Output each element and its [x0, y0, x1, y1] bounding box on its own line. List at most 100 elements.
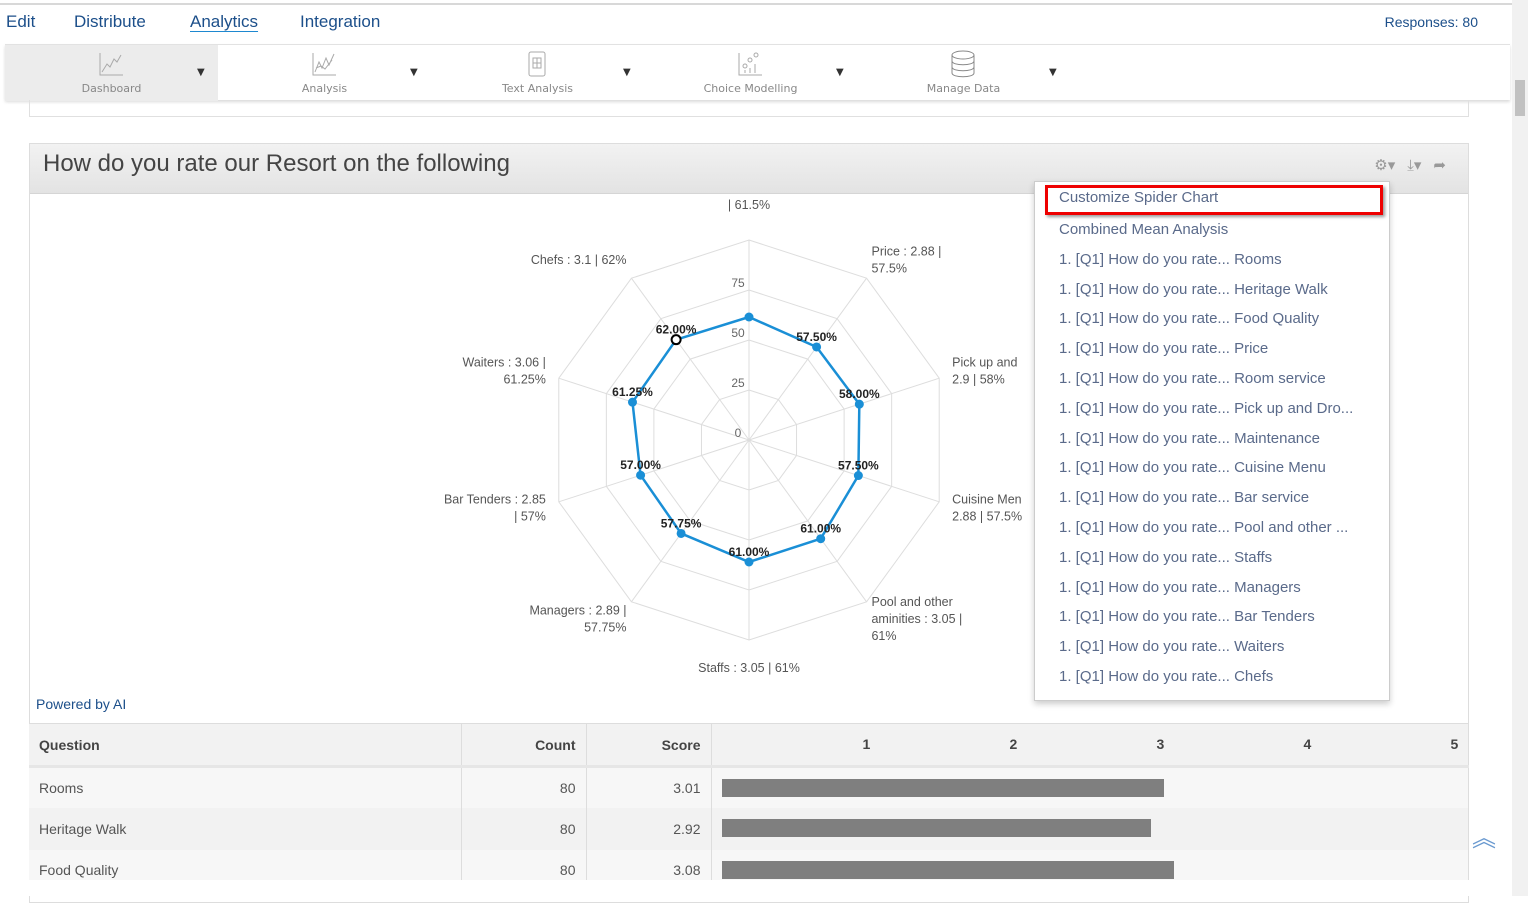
menu-item[interactable]: 1. [Q1] How do you rate... Waiters	[1059, 638, 1285, 656]
scale-tick: 2	[1009, 736, 1018, 752]
menu-item[interactable]: Combined Mean Analysis	[1059, 221, 1229, 238]
axis-label: 57.5%	[871, 261, 906, 275]
data-point	[670, 334, 682, 346]
axis-label: Pick up and	[952, 355, 1017, 369]
table-row: Heritage Walk 80 2.92	[29, 808, 1469, 850]
toolbar-label: Dashboard	[81, 82, 142, 95]
scroll-to-top-icon[interactable]: ︽	[1472, 824, 1496, 852]
data-label: 57.75%	[661, 516, 702, 530]
data-label: 57.50%	[796, 330, 837, 344]
chevron-down-icon[interactable]: ▼	[1049, 67, 1057, 78]
table-row: Food Quality 80 3.08	[29, 849, 1469, 891]
score-bar	[721, 819, 1151, 837]
viewport-edge	[0, 880, 1512, 896]
score-bar	[721, 779, 1164, 797]
menu-item[interactable]: 1. [Q1] How do you rate... Pool and othe…	[1059, 518, 1349, 536]
responses-count: Responses: 80	[1384, 14, 1478, 30]
row-bar-cell	[711, 808, 1469, 850]
share-icon[interactable]: ➦	[1433, 156, 1446, 174]
grid-spoke	[558, 439, 750, 503]
axis-label: Cuisine Men	[952, 493, 1022, 507]
data-label: 62.00%	[656, 323, 697, 337]
main-nav: Edit Distribute Analytics Integration Re…	[0, 8, 1512, 38]
scatter-chart-icon	[738, 52, 762, 76]
data-label: 61.00%	[729, 545, 770, 559]
chevron-down-icon[interactable]: ▼	[623, 67, 631, 78]
row-count: 80	[461, 766, 587, 808]
data-point	[816, 534, 826, 544]
data-label: 57.50%	[838, 459, 879, 473]
toolbar-label: Text Analysis	[501, 82, 574, 95]
nav-distribute[interactable]: Distribute	[74, 12, 146, 31]
axis-label: 61%	[871, 629, 896, 643]
chevron-down-icon[interactable]: ▼	[197, 67, 205, 78]
menu-item[interactable]: 1. [Q1] How do you rate... Managers	[1059, 578, 1301, 596]
menu-item[interactable]: 1. [Q1] How do you rate... Room service	[1059, 369, 1326, 387]
line-chart-icon	[99, 53, 123, 76]
col-question[interactable]: Question	[29, 723, 462, 768]
toolbar-label: Analysis	[301, 82, 348, 95]
data-point	[812, 342, 822, 352]
scale-tick: 5	[1450, 736, 1459, 752]
data-label: 57.00%	[620, 458, 661, 472]
menu-item[interactable]: 1. [Q1] How do you rate... Heritage Walk	[1059, 280, 1328, 298]
col-count[interactable]: Count	[461, 723, 587, 768]
menu-item[interactable]: 1. [Q1] How do you rate... Food Quality	[1059, 310, 1320, 328]
nav-analytics[interactable]: Analytics	[190, 12, 259, 31]
toolbar-analysis[interactable]: Analysis ▼	[218, 45, 431, 101]
nav-integration[interactable]: Integration	[300, 12, 381, 31]
panel-title: How do you rate our Resort on the follow…	[43, 150, 510, 177]
toolbar-dashboard[interactable]: Dashboard ▼	[5, 45, 218, 101]
table-row: Rooms 80 3.01	[29, 766, 1469, 808]
nav-edit[interactable]: Edit	[6, 12, 36, 31]
chevron-down-icon[interactable]: ▼	[836, 67, 844, 78]
grid-spoke	[631, 277, 750, 441]
grid-spoke	[748, 377, 940, 441]
download-icon[interactable]: ⤓▾	[1407, 156, 1422, 174]
axis-label: Pool and other	[871, 595, 952, 609]
row-count: 80	[461, 808, 587, 850]
radial-tick-label: 0	[735, 426, 742, 440]
menu-item[interactable]: 1. [Q1] How do you rate... Cuisine Menu	[1059, 459, 1326, 477]
axis-label: Chefs : 3.1 | 62%	[531, 253, 627, 267]
menu-item[interactable]: 1. [Q1] How do you rate... Bar service	[1059, 489, 1310, 507]
axis-label: Managers : 2.89 |	[529, 604, 626, 618]
document-icon	[528, 51, 546, 77]
toolbar-manage-data[interactable]: Manage Data ▼	[857, 45, 1070, 101]
radial-tick-label: 75	[731, 276, 745, 290]
menu-item[interactable]: Customize Spider Chart	[1045, 185, 1383, 215]
axis-label: Price : 2.88 |	[871, 244, 941, 258]
gear-icon[interactable]: ⚙▾	[1374, 156, 1396, 174]
toolbar-text-analysis[interactable]: Text Analysis ▼	[431, 45, 644, 101]
row-question: Heritage Walk	[29, 808, 462, 850]
chart-options-menu: Customize Spider Chart Combined Mean Anal…	[1034, 181, 1390, 701]
row-score: 2.92	[586, 808, 712, 850]
row-question: Rooms	[29, 766, 462, 808]
menu-item[interactable]: 1. [Q1] How do you rate... Rooms	[1059, 250, 1282, 268]
data-point	[627, 397, 637, 407]
menu-item[interactable]: 1. [Q1] How do you rate... Maintenance	[1059, 429, 1320, 447]
row-bar-cell	[711, 766, 1469, 808]
axis-label: Bar Tenders : 2.85	[444, 493, 546, 507]
col-scale: 1 2 3 4 5	[711, 723, 1469, 768]
axis-label: Staffs : 3.05 | 61%	[698, 661, 800, 675]
chevron-down-icon[interactable]: ▼	[410, 67, 418, 78]
grid-spoke	[558, 377, 750, 441]
data-label: 61.25%	[612, 385, 653, 399]
scale-tick: 4	[1303, 736, 1312, 752]
toolbar-choice-modelling[interactable]: Choice Modelling ▼	[644, 45, 857, 101]
grid-spoke	[748, 277, 867, 441]
scale-tick: 1	[862, 736, 871, 752]
scrollbar-thumb[interactable]	[1515, 80, 1525, 116]
axis-label: Waiters : 3.06 |	[462, 355, 545, 369]
data-point	[636, 470, 646, 480]
menu-item[interactable]: 1. [Q1] How do you rate... Pick up and D…	[1059, 399, 1354, 417]
col-score[interactable]: Score	[586, 723, 712, 768]
menu-item[interactable]: 1. [Q1] How do you rate... Price	[1059, 340, 1269, 358]
data-point	[676, 528, 686, 538]
menu-item[interactable]: 1. [Q1] How do you rate... Bar Tenders	[1059, 608, 1315, 626]
spider-chart-panel: How do you rate our Resort on the follow…	[29, 143, 1469, 903]
menu-item[interactable]: 1. [Q1] How do you rate... Staffs	[1059, 548, 1273, 566]
page-scrollbar[interactable]	[1512, 0, 1528, 896]
menu-item[interactable]: 1. [Q1] How do you rate... Chefs	[1059, 667, 1274, 685]
